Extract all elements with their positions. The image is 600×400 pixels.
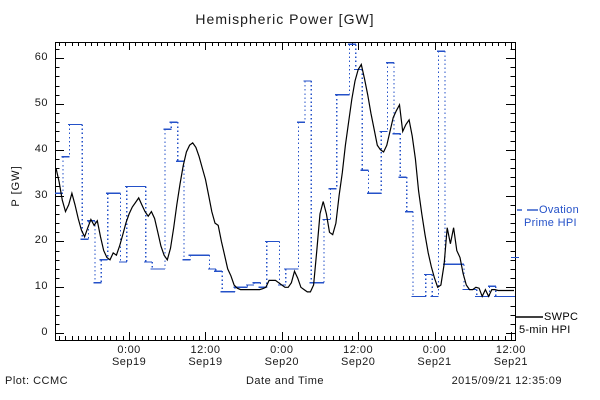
- x-tick-label: 12:00 Sep19: [175, 344, 235, 368]
- swpc-line-marker: [516, 315, 544, 319]
- x-tick-time: 12:00: [495, 344, 526, 356]
- x-tick-label: 0:00 Sep19: [99, 344, 159, 368]
- x-tick-time: 12:00: [343, 344, 374, 356]
- legend-swpc: SWPC 5-min HPI: [516, 311, 600, 337]
- x-tick-date: Sep19: [188, 356, 223, 368]
- plot-credit: Plot: CCMC: [5, 375, 69, 387]
- y-tick-label: 0: [41, 326, 48, 339]
- y-tick-label: 20: [34, 234, 48, 247]
- x-tick-date: Sep21: [493, 356, 529, 368]
- swpc-series-line: [55, 62, 514, 298]
- x-tick-label: 0:00 Sep21: [405, 344, 465, 368]
- x-tick-date: Sep20: [264, 356, 299, 368]
- x-tick-time: 0:00: [422, 344, 447, 356]
- x-tick-time: 0:00: [117, 344, 141, 356]
- x-tick-label: 12:00 Sep20: [328, 344, 388, 368]
- legend-swpc-line1: SWPC: [544, 311, 579, 323]
- ovation-dash-marker: [517, 208, 539, 212]
- x-axis-title: Date and Time: [245, 375, 325, 387]
- legend-swpc-line2: 5-min HPI: [519, 324, 571, 336]
- y-axis-label: P [GW]: [10, 165, 22, 207]
- x-tick-time: 0:00: [270, 344, 294, 356]
- plot-timestamp: 2015/09/21 12:35:09: [451, 375, 562, 387]
- x-tick-date: Sep19: [111, 356, 147, 368]
- x-tick-date: Sep20: [341, 356, 376, 368]
- ovation-series-line: [55, 42, 519, 341]
- legend-ovation-line1: Ovation: [539, 204, 580, 216]
- chart-title: Hemispheric Power [GW]: [195, 11, 375, 27]
- x-tick-date: Sep21: [417, 356, 452, 368]
- x-tick-label: 12:00 Sep21: [481, 344, 541, 368]
- y-tick-label: 60: [34, 51, 48, 64]
- plot-frame: [55, 42, 516, 341]
- y-tick-label: 10: [34, 280, 48, 293]
- x-tick-label: 0:00 Sep20: [252, 344, 312, 368]
- y-tick-label: 50: [34, 96, 48, 109]
- x-tick-time: 12:00: [190, 344, 221, 356]
- y-tick-label: 30: [34, 188, 48, 201]
- y-tick-label: 40: [34, 142, 48, 155]
- legend-ovation: Ovation Prime HPI: [517, 204, 599, 230]
- legend-ovation-line2: Prime HPI: [524, 217, 577, 229]
